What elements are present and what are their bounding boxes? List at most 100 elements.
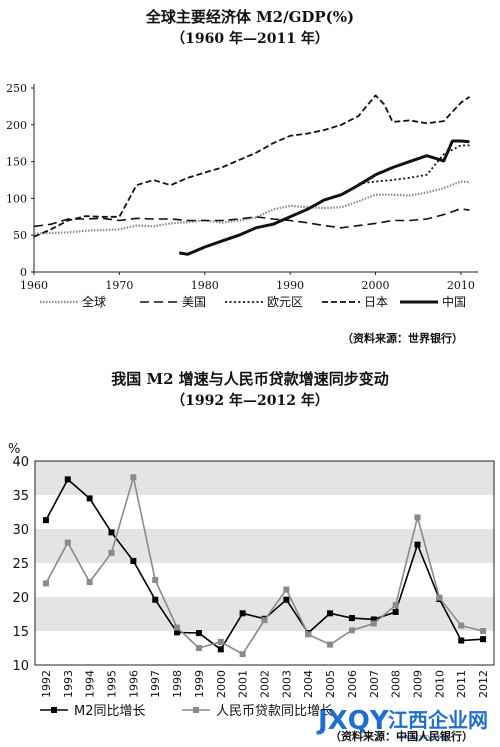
chart1-y-tick-label: 150 [6, 156, 27, 169]
chart1-series-line-1 [33, 207, 470, 229]
chart2-point [392, 602, 399, 609]
chart1-y-tick-label: 100 [6, 192, 27, 205]
chart2-x-tick-label: 1997 [149, 670, 162, 698]
chart2-point [480, 636, 487, 643]
chart2-x-tick-label: 2007 [368, 670, 381, 698]
chart1-legend-label: 中国 [442, 294, 466, 309]
chart2-point [42, 517, 49, 524]
chart1-series-line-2 [358, 144, 470, 185]
chart1-y-tick-label: 250 [6, 82, 27, 95]
chart1-source: （资料来源：世界银行） [342, 332, 463, 345]
chart1-x-tick-label: 1970 [105, 279, 133, 292]
chart2-point [305, 631, 312, 638]
chart2-legend-label: M2同比增长 [74, 704, 146, 719]
chart2-point [370, 620, 377, 627]
chart2-point [436, 594, 443, 601]
chart2-x-tick-label: 2011 [455, 670, 468, 698]
chart2-x-tick-label: 1993 [62, 670, 75, 698]
chart2-legend-marker [193, 707, 199, 713]
chart2-grid-band [35, 461, 494, 495]
chart2-x-tick-label: 2010 [433, 670, 446, 698]
chart2-x-tick-label: 2012 [477, 670, 490, 698]
chart2-point [348, 615, 355, 622]
chart2-y-tick-label: 35 [12, 489, 29, 504]
chart2-point [480, 628, 487, 634]
chart2-grid-band [35, 597, 494, 631]
chart2-point [86, 579, 93, 586]
chart1-y-tick-label: 0 [20, 266, 27, 279]
chart2-y-tick-label: 20 [12, 591, 29, 606]
chart1-x-tick-label: 1990 [276, 279, 304, 292]
chart2-x-tick-label: 1996 [127, 670, 140, 698]
chart2-point [283, 586, 290, 593]
chart2-point [174, 629, 181, 636]
chart2-x-tick-label: 1994 [84, 670, 97, 698]
chart2-point [195, 630, 202, 637]
chart1-y-tick-label: 200 [6, 119, 27, 132]
chart2-x-tick-label: 1998 [171, 670, 184, 698]
chart2-x-tick-label: 2006 [346, 670, 359, 698]
chart2-point [239, 610, 246, 617]
chart2-point [370, 616, 377, 623]
chart2-point [130, 557, 137, 564]
chart2-x-tick-label: 1995 [106, 670, 119, 698]
chart2-point [152, 577, 159, 583]
chart2-point [261, 617, 268, 624]
chart1-series-line-0 [33, 180, 470, 235]
chart2-point [152, 596, 159, 603]
chart2-x-tick-label: 2009 [412, 670, 425, 698]
chart2-y-tick-label: 25 [12, 557, 29, 572]
chart1-x-tick-label: 1980 [191, 279, 219, 292]
chart2-y-tick-label: 15 [12, 625, 29, 640]
watermark-name: 江西企业网 [388, 708, 488, 732]
chart1-x-tick-label: 1960 [20, 279, 48, 292]
chart2-plot-frame [34, 460, 495, 666]
chart2-point [392, 608, 399, 615]
chart2-point [348, 627, 355, 634]
chart2-point [217, 646, 224, 653]
chart2-point [174, 624, 181, 631]
chart1-x-tick-label: 2010 [447, 279, 475, 292]
chart2-point [108, 529, 115, 536]
watermark-brand: JXQY [316, 706, 390, 736]
chart1-series-line-4 [178, 139, 470, 256]
chart2-point [195, 645, 202, 651]
chart1-subtitle: （1960 年—2011 年） [171, 31, 329, 47]
chart1-y-tick-label: 50 [13, 229, 27, 242]
chart2-y-tick-label: 10 [12, 659, 29, 674]
chart2-point [283, 596, 290, 603]
chart2-point [458, 637, 465, 644]
chart1-title: 全球主要经济体 M2/GDP(%) [145, 8, 355, 26]
chart2-point [217, 638, 224, 645]
chart1-legend-label: 欧元区 [267, 295, 303, 309]
chart2-legend-label: 人民币贷款同比增长 [216, 704, 333, 719]
chart2-point [327, 610, 334, 617]
chart2-title: 我国 M2 增速与人民币贷款增速同步变动 [111, 370, 389, 388]
chart2-x-tick-label: 2003 [280, 670, 293, 698]
chart2-point [130, 474, 137, 481]
chart2-source: （资料来源：中国人民银行） [330, 730, 473, 743]
chart1-series-line-3 [33, 94, 471, 238]
chart2-y-tick-label: 40 [12, 455, 29, 470]
chart2-x-tick-label: 2002 [259, 670, 272, 698]
chart2-point [108, 549, 115, 556]
chart2-point [42, 580, 49, 587]
chart2-legend-marker [51, 707, 57, 713]
chart2-x-tick-label: 2000 [215, 670, 228, 698]
chart2-y-tick-label: 30 [12, 523, 29, 538]
chart1-x-tick-label: 2000 [362, 279, 390, 292]
chart2-point [64, 476, 71, 483]
chart2-x-tick-label: 2004 [302, 670, 315, 698]
chart2-point [239, 651, 246, 658]
chart2-point [414, 541, 421, 548]
chart1-legend-label: 全球 [82, 294, 106, 309]
chart2-x-tick-label: 1992 [40, 670, 53, 698]
chart2-point [86, 495, 93, 502]
chart2-point [327, 641, 334, 648]
chart2-point [458, 622, 465, 629]
chart2-x-tick-label: 2008 [390, 670, 403, 698]
chart2-x-tick-label: 2001 [237, 670, 250, 698]
